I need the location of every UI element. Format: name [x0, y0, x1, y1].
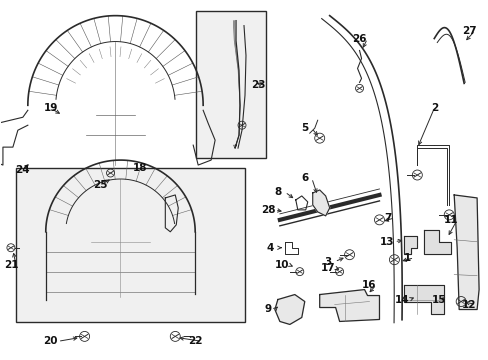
Polygon shape: [424, 230, 450, 254]
Text: 21: 21: [3, 260, 18, 270]
Text: 2: 2: [430, 103, 437, 113]
Text: 27: 27: [461, 26, 475, 36]
Text: 9: 9: [264, 305, 271, 315]
Text: 20: 20: [43, 336, 58, 346]
Text: 25: 25: [93, 180, 107, 190]
Text: 15: 15: [431, 294, 446, 305]
Polygon shape: [312, 190, 329, 216]
Text: 18: 18: [133, 163, 147, 173]
Text: 6: 6: [301, 173, 308, 183]
Text: 8: 8: [274, 187, 281, 197]
Text: 24: 24: [16, 165, 30, 175]
Text: 26: 26: [351, 33, 366, 44]
Text: 1: 1: [403, 253, 410, 263]
Text: 16: 16: [362, 280, 376, 289]
Polygon shape: [404, 236, 416, 254]
FancyBboxPatch shape: [16, 168, 244, 323]
Text: 12: 12: [461, 300, 475, 310]
Text: 22: 22: [187, 336, 202, 346]
Polygon shape: [404, 285, 443, 315]
Text: 7: 7: [383, 213, 390, 223]
Text: 23: 23: [250, 80, 264, 90]
FancyBboxPatch shape: [196, 11, 265, 158]
Text: 10: 10: [274, 260, 288, 270]
Text: 5: 5: [301, 123, 308, 133]
Text: 17: 17: [320, 263, 334, 273]
Polygon shape: [319, 289, 379, 321]
Text: 3: 3: [324, 257, 331, 267]
Text: 13: 13: [379, 237, 394, 247]
Text: 11: 11: [443, 215, 458, 225]
Text: 14: 14: [394, 294, 409, 305]
Text: 28: 28: [260, 205, 275, 215]
Polygon shape: [453, 195, 478, 310]
Text: 4: 4: [265, 243, 273, 253]
Text: 19: 19: [43, 103, 58, 113]
Polygon shape: [274, 294, 304, 324]
